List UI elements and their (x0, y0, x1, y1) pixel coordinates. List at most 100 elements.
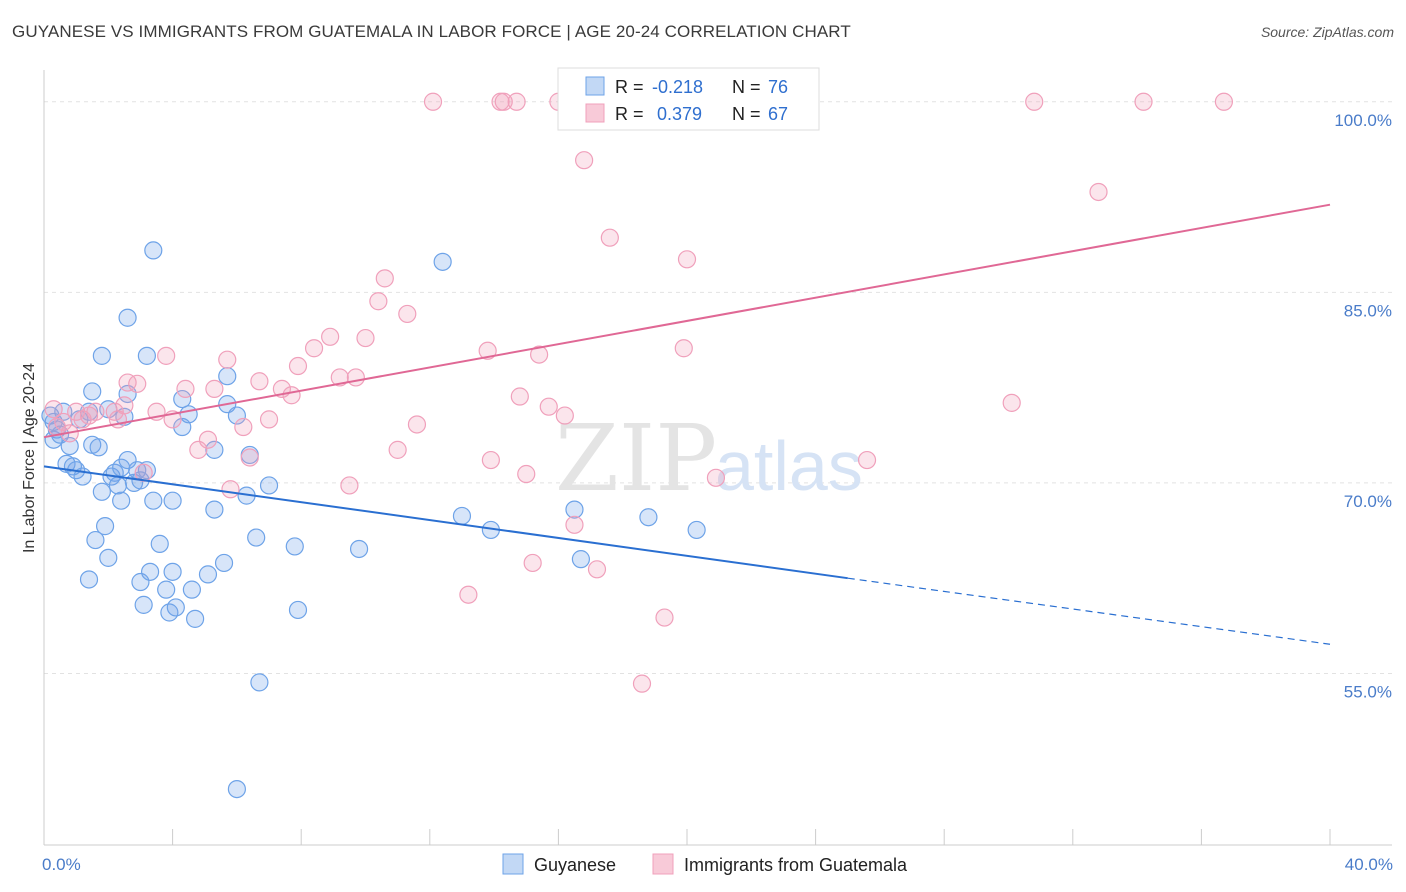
point-guatemala-43 (478, 341, 497, 360)
point-guatemala-29 (288, 356, 308, 376)
point-guyanese-54 (205, 500, 224, 519)
point-guyanese-74 (687, 520, 706, 540)
point-guatemala-40 (407, 415, 427, 434)
point-guyanese-49 (179, 405, 198, 424)
point-guatemala-35 (356, 328, 375, 348)
point-guyanese-57 (218, 367, 237, 386)
point-guatemala-66 (1002, 393, 1021, 412)
point-guyanese-45 (163, 562, 182, 581)
trend-line-0 (43, 465, 848, 580)
point-guatemala-33 (340, 476, 359, 495)
y-tick-label-1: 70.0% (1344, 492, 1392, 511)
grid-lines (44, 101, 1392, 674)
point-guatemala-52 (539, 397, 558, 416)
y-axis-title: In Labor Force | Age 20-24 (21, 363, 38, 553)
point-guatemala-11 (118, 373, 137, 392)
source-label: Source: ZipAtlas.com (1260, 24, 1394, 40)
data-points (41, 92, 1234, 799)
point-guyanese-26 (112, 491, 131, 510)
point-guatemala-24 (240, 448, 259, 467)
point-guatemala-26 (259, 410, 279, 429)
point-guatemala-47 (507, 92, 526, 111)
y-tick-label-0: 55.0% (1344, 682, 1392, 701)
trend-lines (43, 203, 1331, 645)
y-tick-label-2: 85.0% (1344, 301, 1392, 320)
point-guatemala-56 (565, 515, 584, 534)
point-guyanese-35 (134, 595, 153, 614)
point-guatemala-51 (517, 464, 536, 484)
trend-line-1 (43, 203, 1331, 439)
point-guatemala-34 (346, 368, 365, 387)
point-guyanese-39 (144, 491, 163, 510)
legend-n-label-2: N = (732, 104, 761, 124)
point-guatemala-21 (218, 350, 237, 369)
point-guatemala-49 (523, 553, 542, 573)
point-guyanese-40 (144, 241, 163, 260)
point-guatemala-36 (369, 292, 388, 311)
point-guatemala-63 (677, 250, 697, 269)
legend-swatch-guyanese (585, 76, 605, 96)
point-guyanese-63 (250, 673, 269, 692)
point-guatemala-59 (632, 674, 652, 693)
point-guatemala-38 (388, 440, 407, 459)
point-guatemala-61 (655, 608, 674, 627)
point-guyanese-30 (118, 308, 137, 327)
point-guyanese-46 (166, 598, 185, 617)
point-guyanese-52 (198, 565, 218, 584)
watermark-zip: ZIP (555, 405, 717, 512)
point-guatemala-62 (674, 339, 693, 358)
point-guatemala-0 (44, 400, 63, 419)
watermark: ZIP atlas (555, 405, 863, 512)
x-tick-label-0: 0.0% (42, 855, 81, 874)
point-guyanese-44 (163, 491, 182, 510)
point-guatemala-12 (128, 374, 147, 393)
point-guyanese-59 (227, 779, 246, 799)
point-guyanese-64 (259, 476, 279, 495)
point-guyanese-21 (99, 548, 118, 567)
point-guatemala-70 (1214, 92, 1234, 111)
point-guyanese-62 (247, 528, 266, 547)
point-guatemala-65 (857, 450, 877, 470)
point-guyanese-37 (137, 346, 156, 365)
point-guyanese-12 (79, 402, 99, 421)
point-guyanese-48 (173, 389, 192, 409)
point-guyanese-24 (108, 476, 128, 495)
point-guyanese-38 (140, 562, 160, 581)
legend-r-label-2: R = (615, 104, 644, 124)
point-guatemala-50 (530, 345, 549, 364)
point-guyanese-75 (44, 412, 63, 432)
legend-swatch-guatemala (585, 103, 605, 123)
point-guyanese-69 (452, 506, 472, 526)
point-guyanese-19 (95, 517, 115, 536)
axes (43, 70, 1392, 846)
point-guatemala-48 (510, 387, 529, 406)
point-guyanese-68 (433, 252, 452, 271)
legend-n-value-2: 67 (768, 104, 788, 124)
point-guyanese-41 (150, 534, 169, 553)
point-guyanese-66 (288, 600, 308, 620)
y-tick-label-3: 100.0% (1334, 111, 1392, 130)
point-guatemala-2 (54, 412, 73, 432)
point-guyanese-55 (214, 553, 234, 573)
point-guatemala-19 (198, 430, 218, 449)
point-guatemala-64 (706, 468, 726, 487)
point-guatemala-41 (423, 92, 443, 111)
point-guyanese-11 (79, 570, 99, 589)
trend-line-extension-0 (847, 577, 1331, 645)
point-guatemala-15 (157, 346, 176, 365)
point-guyanese-71 (565, 500, 584, 519)
legend-n-value-1: 76 (768, 77, 788, 97)
point-guatemala-55 (575, 151, 594, 170)
point-guatemala-31 (321, 327, 340, 346)
point-guatemala-25 (250, 372, 269, 391)
point-guatemala-42 (459, 585, 478, 604)
point-guatemala-23 (234, 417, 253, 437)
point-guyanese-53 (205, 440, 224, 459)
legend-label-guyanese: Guyanese (534, 855, 616, 875)
point-guyanese-67 (349, 539, 369, 559)
point-guatemala-30 (304, 339, 324, 358)
point-guyanese-14 (83, 382, 102, 401)
point-guatemala-54 (555, 406, 574, 425)
point-guatemala-57 (587, 560, 607, 579)
